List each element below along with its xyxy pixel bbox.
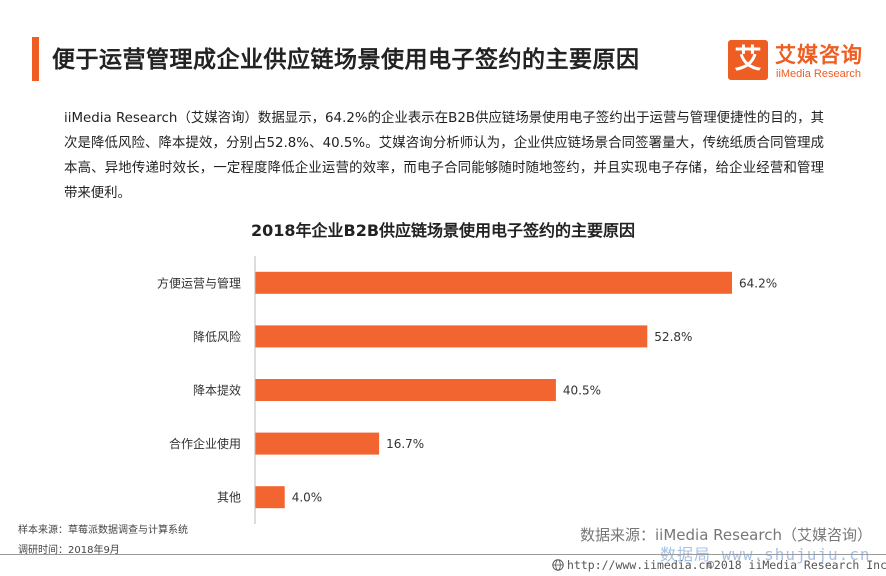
data-label: 4.0% [292,491,323,505]
category-label: 合作企业使用 [169,436,241,451]
footer-copyright: ©2018 iiMedia Research Inc [707,558,886,572]
data-label: 64.2% [739,276,777,290]
iimedia-logo: 艾 艾媒咨询 iiMedia Research [728,40,878,86]
bar [255,486,285,509]
survey-time: 调研时间：2018年9月 [18,545,120,556]
logo-name-en: iiMedia Research [776,68,861,80]
chart-title: 2018年企业B2B供应链场景使用电子签约的主要原因 [250,221,636,240]
data-label: 52.8% [654,330,692,344]
logo-name-cn: 艾媒咨询 [775,43,863,67]
globe-icon [552,559,564,571]
page-title: 便于运营管理成企业供应链场景使用电子签约的主要原因 [52,47,640,73]
title-accent-bar [32,37,39,81]
sample-source: 样本来源：草莓派数据调查与计算系统 [18,525,188,536]
bar [255,271,733,294]
bar [255,432,380,455]
data-label: 16.7% [386,437,424,451]
bar [255,379,556,401]
footer-divider [0,554,886,555]
category-label: 降本提效 [193,383,241,398]
data-source: 数据来源：iiMedia Research（艾媒咨询） [580,526,872,544]
category-label: 降低风险 [193,329,241,344]
bar [255,325,648,348]
intro-paragraph: iiMedia Research（艾媒咨询）数据显示，64.2%的企业表示在B2… [64,111,824,201]
logo-mark: 艾 [728,40,768,80]
category-label: 其他 [217,491,241,505]
data-label: 40.5% [563,384,601,398]
category-label: 方便运营与管理 [157,275,241,290]
footer-url[interactable]: http://www.iimedia.cn [567,558,713,572]
